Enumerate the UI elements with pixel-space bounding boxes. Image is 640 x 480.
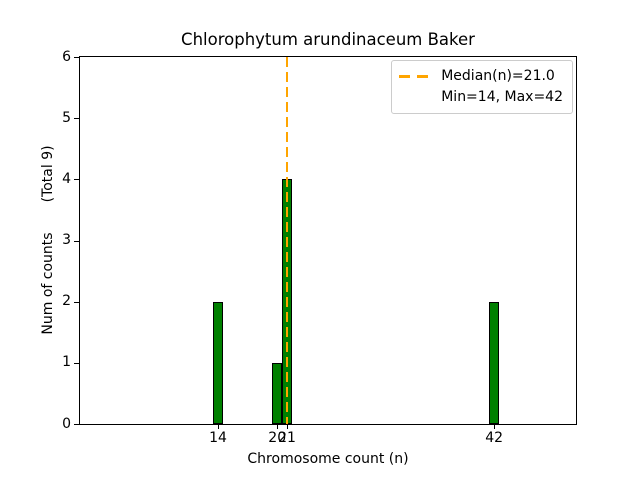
x-tick-label-21: 21 (278, 430, 296, 446)
y-tick-3 (74, 240, 79, 242)
y-tick-label-1: 1 (62, 354, 71, 371)
x-axis-label: Chromosome count (n) (247, 451, 409, 467)
x-tick-14 (218, 424, 220, 429)
y-tick-label-5: 5 (62, 109, 71, 126)
plot-area: 14 20 21 42 0 1 2 3 4 5 6 Median(n)=21.0 Min=14, M… (62, 49, 577, 446)
y-tick-label-3: 3 (62, 232, 71, 248)
y-tick-5 (74, 118, 79, 120)
legend-row-minmax: Min=14, Max=42 (399, 87, 563, 108)
x-tick-20 (277, 424, 279, 429)
x-tick-42 (494, 424, 496, 429)
y-tick-4 (74, 179, 79, 181)
x-tick-label-42: 42 (485, 430, 504, 446)
legend-label-minmax: Min=14, Max=42 (441, 89, 563, 105)
bar-n-14 (213, 301, 223, 424)
y-tick-1 (74, 362, 79, 364)
y-tick-label-2: 2 (62, 293, 71, 310)
x-tick-21 (287, 424, 289, 429)
legend-label-median: Median(n)=21.0 (441, 68, 555, 84)
y-tick-label-6: 6 (62, 48, 71, 65)
median-dashed-line-swatch (399, 75, 430, 78)
y-tick-label-0: 0 (62, 415, 71, 432)
y-tick-label-4: 4 (62, 170, 71, 187)
bar-n-42 (489, 301, 500, 424)
x-tick-label-14: 14 (209, 430, 227, 446)
x-tick-label-20: 20 (268, 430, 287, 446)
chart-title: Chlorophytum arundinaceum Baker (181, 30, 475, 49)
y-tick-6 (74, 57, 79, 58)
y-tick-0 (74, 424, 79, 425)
y-tick-2 (74, 301, 79, 303)
legend: Median(n)=21.0 Min=14, Max=42 (391, 60, 573, 114)
bar-n-20 (272, 362, 283, 424)
legend-row-median: Median(n)=21.0 (399, 66, 563, 87)
median-line (285, 57, 289, 424)
